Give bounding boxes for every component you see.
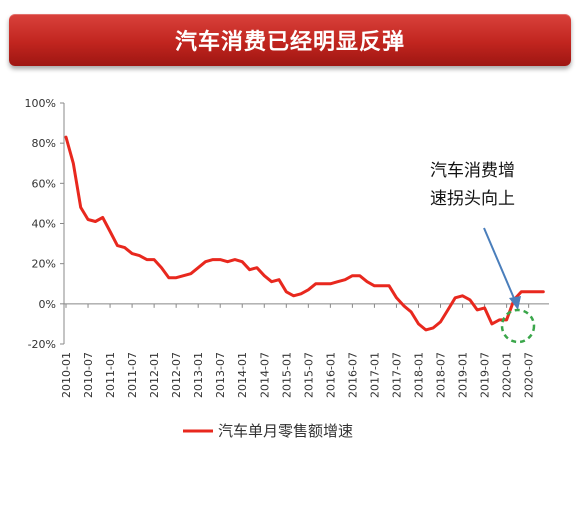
x-tick-label: 2011-01 [104,352,117,398]
y-tick-label: 100% [25,97,56,110]
y-tick-label: 60% [32,177,56,190]
y-tick-label: 20% [32,258,56,271]
x-tick-label: 2018-01 [412,352,425,398]
legend-label: 汽车单月零售额增速 [218,422,353,440]
x-tick-label: 2012-07 [170,352,183,398]
x-tick-label: 2013-01 [192,352,205,398]
x-tick-label: 2010-01 [60,352,73,398]
x-tick-label: 2016-01 [324,352,337,398]
series-group [64,135,545,332]
y-tick-label: 0% [39,298,56,311]
annotation-group: 汽车消费增 速拐头向上 [430,161,536,344]
x-tick-label: 2014-07 [258,352,271,398]
y-tick-label: 40% [32,218,56,231]
x-tick-label: 2012-01 [148,352,161,398]
x-tick-label: 2013-07 [214,352,227,398]
annotation-line-2: 速拐头向上 [430,189,515,209]
title-banner: 汽车消费已经明显反弹 [9,14,571,66]
x-tick-label: 2014-01 [236,352,249,398]
x-axis: 2010-01 2010-07 2011-01 2011-07 2012-01 2012-… [60,303,549,398]
y-tick-label: 80% [32,137,56,150]
x-tick-label: 2019-07 [479,352,492,398]
chart-title: 汽车消费已经明显反弹 [174,30,405,55]
x-tick-label: 2011-07 [126,352,139,398]
x-tick-label: 2016-07 [346,352,359,398]
x-tick-label: 2017-01 [368,352,381,398]
highlight-circle [500,308,536,344]
series-line [64,135,545,332]
legend: 汽车单月零售额增速 [183,422,353,440]
x-tick-label: 2015-07 [302,352,315,398]
annotation-arrow-line [483,227,517,304]
x-tick-label: 2018-07 [435,352,448,398]
x-tick-label: 2010-07 [82,352,95,398]
x-tick-label: 2017-07 [390,352,403,398]
x-tick-label: 2015-01 [280,352,293,398]
x-tick-label: 2020-01 [501,352,514,398]
annotation-arrow-head [509,296,521,310]
annotation-line-1: 汽车消费增 [430,161,515,181]
x-tick-label: 2020-07 [523,352,536,398]
y-tick-label: -20% [28,338,56,351]
x-tick-label: 2019-01 [457,352,470,398]
y-axis: 100% 80% 60% 40% 20% 0% -20% [25,97,65,351]
